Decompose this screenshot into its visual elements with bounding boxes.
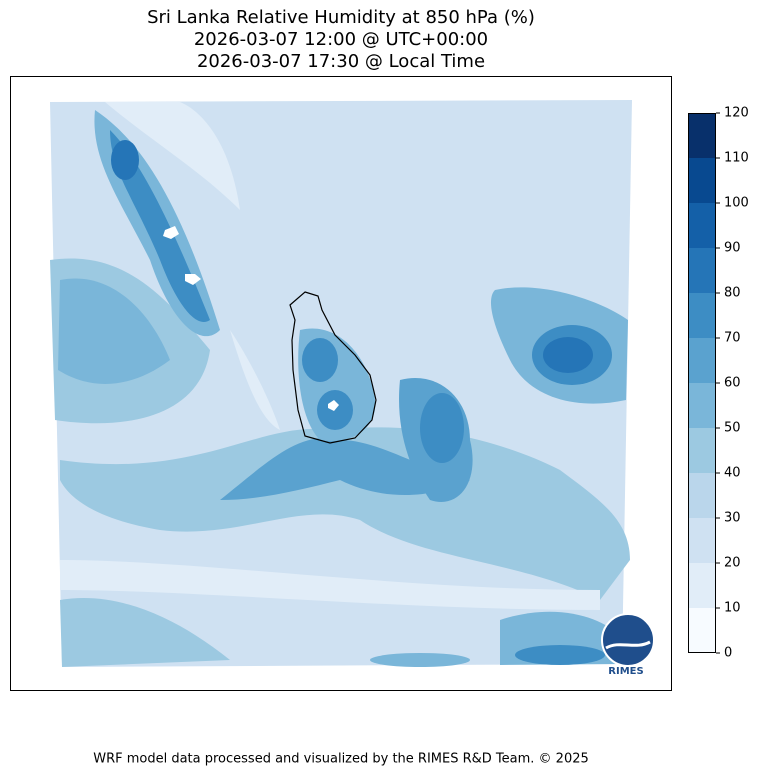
- colorbar-bin: [688, 293, 716, 338]
- colorbar-tick-label: 10: [724, 601, 741, 616]
- colorbar-frame: [688, 113, 716, 653]
- colorbar: 0 10 20 30 40 50 60 70 80 90 100 110 120: [688, 106, 749, 661]
- colorbar-bin: [688, 248, 716, 293]
- colorbar-tick-label: 80: [724, 286, 741, 301]
- colorbar-tick-label: 40: [724, 466, 741, 481]
- colorbar-tick-label: 90: [724, 241, 741, 256]
- logo-text: RIMES: [608, 666, 643, 677]
- colorbar-tick-label: 70: [724, 331, 741, 346]
- colorbar-tick-label: 60: [724, 376, 741, 391]
- colorbar-bin: [688, 158, 716, 203]
- footer: WRF model data processed and visualized …: [93, 752, 589, 767]
- colorbar-tick-label: 100: [724, 196, 749, 211]
- colorbar-bin: [688, 383, 716, 428]
- colorbar-bin: [688, 608, 716, 653]
- title-line: Sri Lanka Relative Humidity at 850 hPa (…: [147, 7, 535, 28]
- colorbar-tick-label: 50: [724, 421, 741, 436]
- title-line: 2026-03-07 12:00 @ UTC+00:00: [194, 29, 488, 50]
- coastline: [289, 291, 377, 444]
- colorbar-bin: [688, 113, 716, 158]
- colorbar-bin: [688, 473, 716, 518]
- title-line: 2026-03-07 17:30 @ Local Time: [197, 51, 485, 72]
- colorbar-bin: [688, 203, 716, 248]
- colorbar-tick-label: 120: [724, 106, 749, 121]
- colorbar-bin: [688, 518, 716, 563]
- colorbar-bin: [688, 428, 716, 473]
- colorbar-bin: [688, 563, 716, 608]
- logo: RIMES: [601, 613, 655, 677]
- colorbar-tick-label: 20: [724, 556, 741, 571]
- humidity-field: [50, 100, 632, 667]
- colorbar-bin: [688, 338, 716, 383]
- colorbar-tick-label: 0: [724, 646, 732, 661]
- colorbar-tick-label: 110: [724, 151, 749, 166]
- colorbar-tick-label: 30: [724, 511, 741, 526]
